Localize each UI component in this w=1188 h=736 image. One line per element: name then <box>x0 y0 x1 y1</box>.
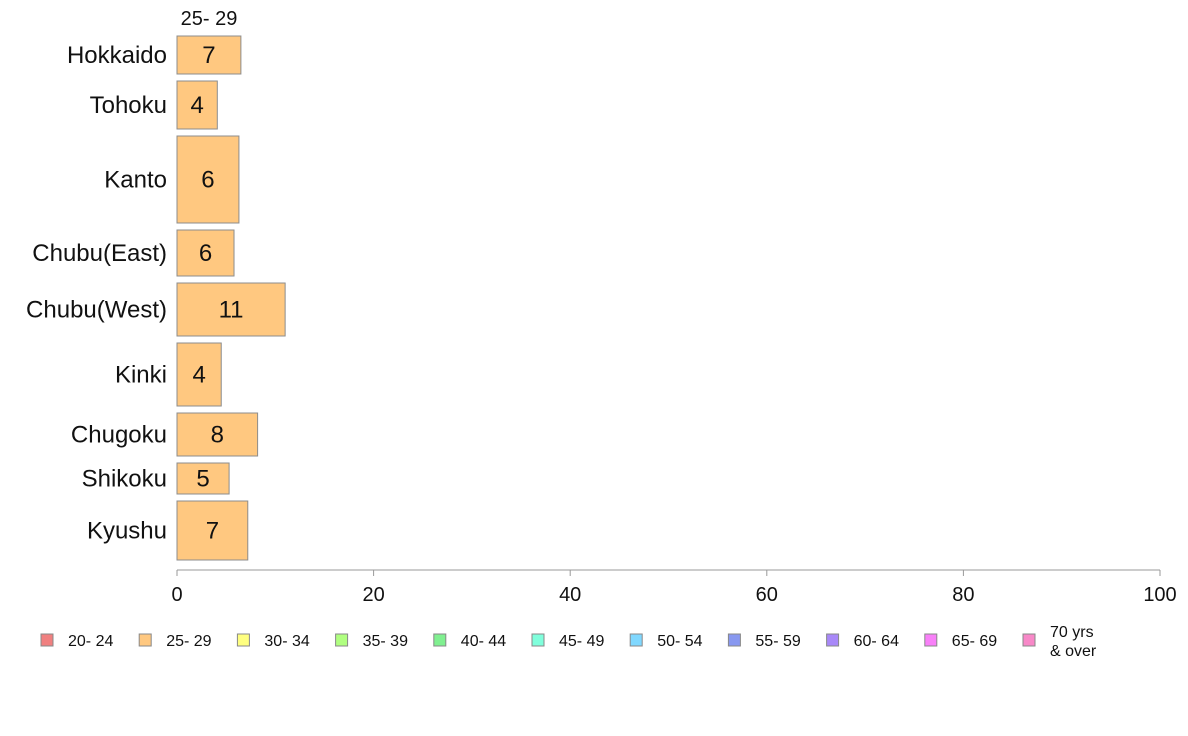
legend-label: 35- 39 <box>363 633 408 650</box>
legend-label: 50- 54 <box>657 633 702 650</box>
category-label: Tohoku <box>90 92 167 119</box>
legend-swatch <box>629 633 643 647</box>
bar-kanto <box>176 135 240 224</box>
x-tick-label: 0 <box>171 584 182 606</box>
bar-value-label: 7 <box>206 518 219 545</box>
x-tick-label: 80 <box>952 584 974 606</box>
bar-value-label: 4 <box>190 92 203 119</box>
column-header: 25- 29 <box>181 8 238 30</box>
category-label: Chugoku <box>71 422 167 449</box>
bar-value-label: 8 <box>211 422 224 449</box>
legend-label: 40- 44 <box>461 633 506 650</box>
x-tick-label: 60 <box>756 584 778 606</box>
bar-hokkaido <box>176 35 242 75</box>
bar-value-label: 7 <box>202 42 215 69</box>
legend-swatch <box>531 633 545 647</box>
category-label: Kyushu <box>87 518 167 545</box>
category-label: Kanto <box>104 167 167 194</box>
legend-label: 25- 29 <box>166 633 211 650</box>
bar-value-label: 6 <box>199 240 212 267</box>
bar-tohoku <box>176 80 218 130</box>
x-axis: 0 20 40 60 80 100 <box>171 569 1177 606</box>
legend-swatch <box>1022 633 1036 647</box>
category-label: Kinki <box>115 362 167 389</box>
legend-swatch <box>40 633 54 647</box>
bar-kinki <box>176 342 222 407</box>
bar-value-label: 11 <box>219 297 244 324</box>
legend-label: 70 yrs & over <box>1050 624 1097 660</box>
category-label: Chubu(East) <box>32 240 167 267</box>
category-label: Shikoku <box>82 466 167 493</box>
legend-swatch <box>335 633 349 647</box>
legend-swatch <box>433 633 447 647</box>
legend: 20- 24 25- 29 30- 34 35- 39 40- 44 45- 49 50- … <box>40 624 1097 660</box>
bar-value-label: 5 <box>196 466 209 493</box>
category-label: Hokkaido <box>67 42 167 69</box>
legend-label: 65- 69 <box>952 633 997 650</box>
legend-swatch <box>236 633 250 647</box>
x-tick-label: 40 <box>559 584 581 606</box>
legend-label: 30- 34 <box>264 633 309 650</box>
legend-swatch <box>924 633 938 647</box>
legend-label: 20- 24 <box>68 633 113 650</box>
x-tick-label: 20 <box>362 584 384 606</box>
bar-chugoku <box>176 412 259 457</box>
bar-chubu-west- <box>176 282 286 337</box>
x-tick-label: 100 <box>1143 584 1176 606</box>
legend-swatch <box>727 633 741 647</box>
legend-swatch <box>826 633 840 647</box>
bar-kyushu <box>176 500 249 561</box>
legend-label: 55- 59 <box>755 633 800 650</box>
category-label: Chubu(West) <box>26 297 167 324</box>
bar-value-label: 4 <box>192 362 205 389</box>
bar-chubu-east- <box>176 229 235 277</box>
bar-value-label: 6 <box>201 167 214 194</box>
bars-group: 7 Hokkaido 4 Tohoku 6 Kanto 6 Chubu(East) 11 Chub… <box>26 35 286 561</box>
legend-swatch <box>138 633 152 647</box>
legend-label: 60- 64 <box>854 633 899 650</box>
bar-shikoku <box>176 462 230 495</box>
legend-label: 45- 49 <box>559 633 604 650</box>
